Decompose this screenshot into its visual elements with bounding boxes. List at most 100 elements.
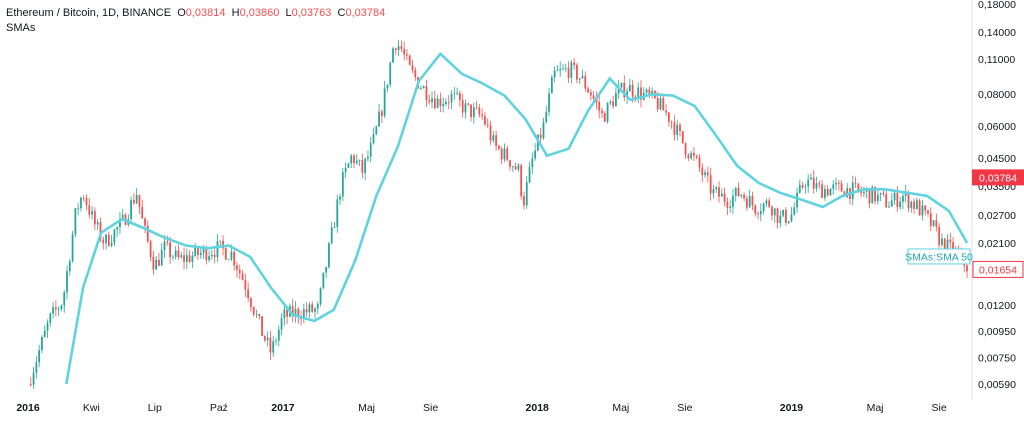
candle [553, 66, 556, 83]
candle-body [155, 259, 158, 270]
candle-body [80, 197, 82, 209]
candle-body [467, 103, 470, 105]
candle [598, 95, 601, 119]
candle-body [690, 152, 693, 159]
candle-body [506, 148, 509, 161]
candle-body [316, 304, 319, 309]
indicator-label[interactable]: SMAs [6, 22, 36, 34]
candle [924, 205, 927, 216]
candle-body [896, 192, 899, 208]
candle [361, 153, 364, 179]
candle-body [773, 208, 776, 216]
candle-body [361, 159, 364, 173]
candle [146, 220, 149, 244]
candle [394, 47, 397, 55]
candle [927, 209, 929, 217]
candle-body [851, 182, 854, 200]
candle-body [394, 48, 397, 51]
candle-body [509, 160, 511, 167]
candle [389, 61, 392, 88]
candle [966, 262, 968, 279]
candle-body [177, 250, 180, 258]
candle [277, 325, 280, 347]
candle-body [375, 126, 378, 135]
x-tick-label: Lip [148, 402, 162, 414]
y-axis[interactable]: 0,18000 0,14000 0,11000 0,08000 0,06000 0,045… [978, 0, 1016, 391]
candle [548, 88, 550, 117]
candle-body [408, 55, 411, 65]
candle [514, 162, 517, 171]
candle-body [617, 87, 620, 94]
candle [113, 228, 116, 247]
candle-body [169, 242, 172, 258]
candle [447, 95, 450, 110]
candle [364, 157, 367, 181]
candle-body [367, 156, 369, 159]
candle [244, 273, 247, 298]
x-axis[interactable]: 2016 Kwi Lip Paź 2017 Maj Sie 2018 Maj Sie 2019 Maj… [16, 402, 947, 414]
candle [453, 86, 456, 100]
candle-body [698, 157, 701, 168]
candle-body [578, 78, 581, 80]
candle [765, 198, 768, 208]
candle [255, 309, 258, 319]
candle [177, 244, 180, 260]
candle [732, 189, 734, 214]
candle-body [938, 226, 941, 245]
candle-body [233, 251, 236, 266]
candle-body [302, 309, 305, 320]
candle-body [419, 88, 422, 89]
candle-body [458, 93, 461, 101]
candle [793, 202, 796, 216]
candle [745, 195, 748, 211]
candle-body [576, 64, 578, 80]
candle-body [32, 372, 35, 385]
candle [489, 120, 492, 145]
candle-body [71, 234, 74, 262]
candle-body [355, 160, 358, 164]
candle-body [252, 306, 255, 315]
candle-body [495, 135, 498, 146]
candle [612, 95, 615, 109]
candle-body [966, 265, 968, 272]
candle [715, 185, 718, 193]
candle-body [341, 172, 344, 197]
candle [174, 245, 177, 260]
candle [776, 207, 779, 229]
candle [263, 335, 266, 343]
candle-body [353, 155, 355, 164]
candle [851, 175, 854, 206]
candle-body [414, 70, 417, 78]
candle [665, 104, 667, 116]
candle [280, 313, 283, 336]
candle-body [754, 205, 757, 214]
candle-body [651, 90, 654, 95]
candle-body [523, 196, 525, 206]
candle [921, 199, 924, 221]
open-value: 0,03814 [185, 7, 226, 19]
candle-body [470, 104, 472, 118]
candle [787, 220, 790, 225]
candle-body [286, 309, 289, 317]
candle [531, 152, 534, 175]
candle-body [751, 196, 754, 206]
candle [698, 154, 701, 173]
candle-body [93, 211, 96, 225]
candle-body [389, 62, 392, 85]
candle [408, 54, 411, 66]
candle [180, 252, 183, 259]
candle-body [450, 93, 453, 103]
high-label: H [231, 7, 240, 19]
candle [896, 185, 899, 212]
candle [578, 77, 581, 85]
candle [291, 299, 294, 323]
candle [375, 125, 378, 136]
candle-body [684, 143, 687, 155]
candle-body [879, 192, 882, 195]
candle [523, 191, 525, 210]
candle-body [748, 196, 751, 208]
candle [425, 79, 428, 108]
candle-body [297, 308, 300, 318]
candle-body [46, 322, 49, 331]
